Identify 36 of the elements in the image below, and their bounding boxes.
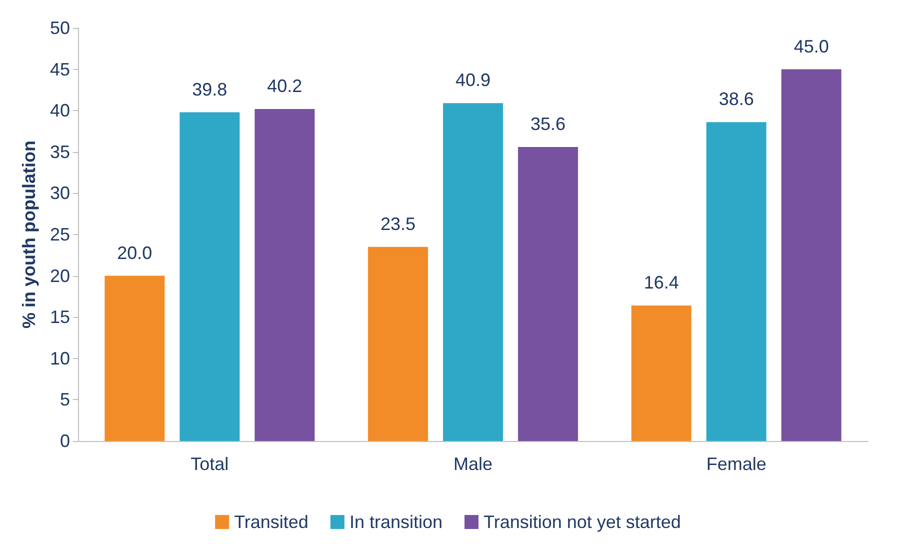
bar (443, 103, 503, 441)
x-tick-label: Female (706, 454, 766, 474)
data-label: 23.5 (380, 214, 416, 234)
data-label: 40.2 (267, 76, 302, 96)
legend-label: Transited (234, 512, 308, 532)
y-tick-label: 50 (50, 18, 70, 38)
y-tick-label: 25 (50, 224, 70, 244)
data-label: 16.4 (644, 272, 679, 293)
y-tick-label: 20 (50, 266, 70, 286)
bar (368, 246, 428, 441)
bar (781, 69, 842, 441)
y-tick-label: 5 (60, 390, 70, 410)
data-label: 35.6 (530, 114, 566, 134)
data-label: 40.9 (455, 70, 491, 90)
bar (706, 122, 766, 441)
legend-label: Transition not yet started (483, 512, 681, 532)
x-tick-label: Total (190, 454, 229, 474)
bar (104, 276, 165, 441)
bar (631, 306, 692, 441)
data-label: 45.0 (794, 36, 829, 56)
legend-label: In transition (349, 512, 443, 532)
bar (518, 146, 578, 441)
y-tick-label: 0 (60, 431, 70, 451)
y-tick-label: 35 (50, 142, 70, 162)
data-label: 39.8 (192, 79, 228, 100)
y-tick-label: 10 (50, 348, 70, 368)
bar (254, 108, 315, 441)
data-label: 38.6 (718, 89, 754, 110)
x-tick-label: Male (453, 454, 493, 474)
y-tick-label: 15 (50, 307, 70, 328)
y-tick-label: 45 (50, 59, 70, 80)
y-tick-label: 30 (50, 183, 70, 204)
y-tick-label: 40 (50, 100, 70, 121)
y-axis-title: % in youth population (19, 140, 39, 328)
bar (180, 112, 240, 441)
data-label: 20.0 (117, 242, 152, 263)
